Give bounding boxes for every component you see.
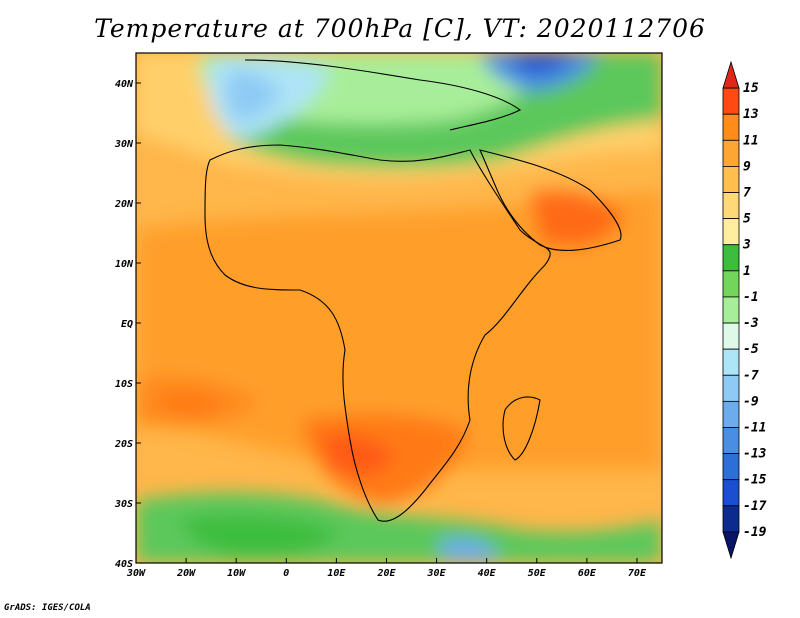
colorbar-cell <box>722 453 740 481</box>
lon-tick-label: 40E <box>478 568 497 579</box>
colorbar-cell <box>722 427 740 454</box>
colorbar-label: 9 <box>743 159 751 174</box>
colorbar-label: -7 <box>743 368 759 383</box>
lat-tick-label: 30N <box>114 139 134 150</box>
lat-tick-label: 30S <box>114 499 133 510</box>
lat-tick-label: 10N <box>115 259 134 270</box>
colorbar-cell <box>722 374 740 402</box>
colorbar-cell <box>722 270 740 298</box>
colorbar-cell <box>722 192 740 220</box>
arabia-outline <box>479 149 622 251</box>
colorbar-label: -9 <box>743 394 759 409</box>
colorbar-cell <box>722 296 740 324</box>
colorbar: 15 13 11 9 7 5 3 1 -1 -3 -5 -7 -9 -11 -13 -15 -17 -19 <box>722 60 767 560</box>
lon-tick-label: 20E <box>376 568 396 579</box>
colorbar-cell <box>722 218 740 246</box>
colorbar-cell <box>722 479 740 507</box>
lon-tick-label: 60E <box>578 568 597 579</box>
coastlines <box>204 59 622 522</box>
madagascar-outline <box>502 396 541 461</box>
colorbar-label: -13 <box>743 447 767 462</box>
colorbar-cell <box>722 60 740 89</box>
temperature-field <box>136 53 662 563</box>
lon-tick-label: 0 <box>283 568 289 579</box>
colorbar-label: -11 <box>743 420 766 435</box>
colorbar-cell <box>722 531 740 560</box>
colorbar-label: 3 <box>742 238 751 253</box>
colorbar-label: -3 <box>743 316 759 331</box>
lon-tick-label: 10W <box>227 568 246 579</box>
field-blue-south <box>440 538 500 562</box>
colorbar-label: 13 <box>743 107 759 122</box>
lon-ticks: 30W 20W 10W 0 10E 20E 30E 40E 50E 60E 70E <box>126 558 647 579</box>
field-hot-atlantic <box>160 390 225 416</box>
field-deepblue-north <box>480 53 600 92</box>
colorbar-label: -15 <box>743 473 767 488</box>
colorbar-label: -1 <box>743 290 759 305</box>
lon-tick-label: 50E <box>528 568 547 579</box>
lat-tick-label: EQ <box>121 319 133 330</box>
lat-tick-label: 20S <box>114 439 133 450</box>
lon-tick-label: 30E <box>427 568 447 579</box>
field-hot-core <box>320 433 395 476</box>
africa-outline <box>204 144 551 522</box>
colorbar-label: 1 <box>743 264 751 279</box>
lon-tick-label: 30W <box>126 568 146 579</box>
colorbar-cell <box>722 166 740 193</box>
field-navy-north <box>505 53 575 73</box>
field-blue-north <box>226 70 280 121</box>
lat-ticks: 40N 30N 20N 10N EQ 10S 20S 30S 40S <box>114 79 141 570</box>
europe-outline <box>244 59 522 131</box>
colorbar-cell <box>722 400 740 428</box>
colorbar-cell <box>722 139 740 167</box>
colorbar-label: 15 <box>743 81 759 96</box>
lon-tick-label: 10E <box>327 568 346 579</box>
colorbar-label: -17 <box>743 499 767 514</box>
colorbar-cell <box>722 113 740 141</box>
colorbar-label: 5 <box>743 212 751 227</box>
colorbar-label: 11 <box>743 133 759 148</box>
colorbar-cell <box>722 322 740 350</box>
colorbar-label: -19 <box>743 525 767 540</box>
colorbar-cell <box>722 87 740 115</box>
colorbar-cell <box>722 244 740 272</box>
map-title: Temperature at 700hPa [C], VT: 202011270… <box>94 14 706 43</box>
field-hot-arabia <box>530 191 625 247</box>
colorbar-label: 7 <box>743 186 751 201</box>
field-warm-band <box>136 190 662 470</box>
lon-tick-label: 20W <box>176 568 196 579</box>
colorbar-cell <box>722 348 740 376</box>
colorbar-cell <box>722 505 740 533</box>
lat-tick-label: 40N <box>115 79 134 90</box>
field-darkgreen-south <box>180 514 340 557</box>
grads-footer: GrADS: IGES/COLA <box>4 603 91 613</box>
lat-tick-label: 20N <box>114 199 134 210</box>
lat-tick-label: 40S <box>115 559 133 570</box>
lat-tick-label: 10S <box>115 379 133 390</box>
map-frame <box>135 52 663 564</box>
lon-tick-label: 70E <box>628 568 647 579</box>
colorbar-label: -5 <box>743 342 759 357</box>
